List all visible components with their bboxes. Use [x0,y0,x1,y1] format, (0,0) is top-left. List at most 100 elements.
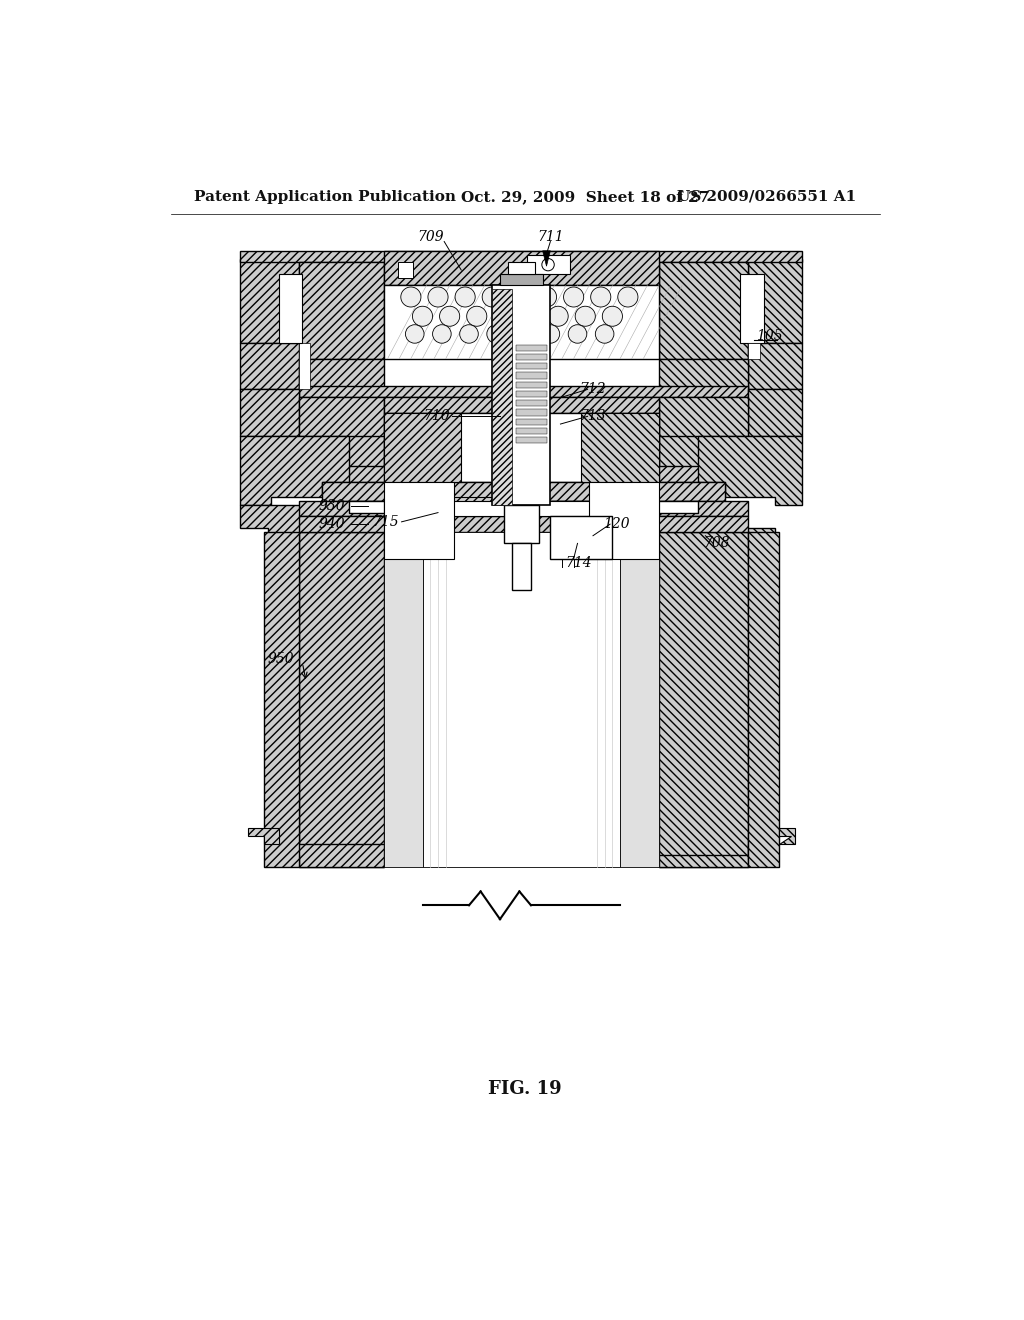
Text: Oct. 29, 2009  Sheet 18 of 27: Oct. 29, 2009 Sheet 18 of 27 [461,190,710,203]
Circle shape [494,306,514,326]
Polygon shape [322,482,725,502]
Polygon shape [299,516,748,532]
Polygon shape [280,275,302,343]
Polygon shape [550,516,612,558]
Polygon shape [241,506,322,558]
Circle shape [568,325,587,343]
Polygon shape [384,502,658,516]
Polygon shape [515,363,547,370]
Polygon shape [493,289,512,506]
Text: 713: 713 [580,409,606,424]
Polygon shape [299,263,384,359]
Text: US 2009/0266551 A1: US 2009/0266551 A1 [677,190,856,203]
Circle shape [521,306,541,326]
Text: 710: 710 [423,409,450,424]
Polygon shape [508,263,535,275]
Polygon shape [384,285,658,359]
Polygon shape [299,385,748,397]
Polygon shape [515,381,547,388]
Polygon shape [589,482,658,558]
Polygon shape [512,544,531,590]
Polygon shape [299,532,384,867]
Circle shape [400,286,421,308]
Polygon shape [384,412,461,482]
Polygon shape [248,829,280,843]
Polygon shape [582,412,658,482]
Polygon shape [658,532,748,867]
Polygon shape [299,502,748,516]
Circle shape [509,286,529,308]
Circle shape [595,325,614,343]
Polygon shape [515,428,547,434]
Polygon shape [299,466,748,482]
Polygon shape [515,372,547,379]
Polygon shape [493,285,550,506]
Polygon shape [263,532,299,867]
Polygon shape [779,829,795,843]
Polygon shape [384,532,423,867]
Polygon shape [349,502,697,512]
Polygon shape [515,345,547,351]
Polygon shape [543,251,550,267]
Polygon shape [241,389,299,436]
Polygon shape [658,397,748,482]
Polygon shape [658,359,748,389]
Circle shape [439,306,460,326]
Text: 950: 950 [268,652,295,665]
Circle shape [514,325,532,343]
Polygon shape [515,409,547,416]
Circle shape [455,286,475,308]
Polygon shape [527,255,569,275]
Polygon shape [748,343,760,359]
Text: 120: 120 [603,517,630,531]
Circle shape [542,259,554,271]
Polygon shape [500,275,543,285]
Polygon shape [384,397,658,412]
Circle shape [563,286,584,308]
Polygon shape [658,263,748,359]
Circle shape [467,306,486,326]
Text: 930: 930 [318,499,345,513]
Polygon shape [740,275,764,343]
Circle shape [617,286,638,308]
Polygon shape [241,343,299,389]
Polygon shape [658,843,756,867]
Polygon shape [384,482,454,558]
Polygon shape [515,418,547,425]
Polygon shape [299,343,310,389]
Polygon shape [725,506,775,558]
Polygon shape [697,436,802,506]
Polygon shape [748,532,779,867]
Polygon shape [280,843,384,867]
Text: Patent Application Publication: Patent Application Publication [194,190,456,203]
Polygon shape [299,359,384,389]
Polygon shape [384,498,493,544]
Text: 715: 715 [372,515,398,529]
Polygon shape [299,397,384,482]
Circle shape [428,286,449,308]
Circle shape [602,306,623,326]
Circle shape [591,286,611,308]
Text: FIG. 19: FIG. 19 [488,1080,561,1097]
Polygon shape [515,400,547,407]
Polygon shape [515,437,547,444]
Polygon shape [299,436,384,482]
Polygon shape [515,391,547,397]
Polygon shape [241,251,802,263]
Polygon shape [748,259,802,343]
Circle shape [413,306,432,326]
Text: 711: 711 [537,230,563,244]
Text: 708: 708 [703,536,730,550]
Polygon shape [384,412,658,482]
Text: 940: 940 [318,517,345,531]
Circle shape [482,286,503,308]
Polygon shape [423,532,621,867]
Circle shape [537,286,557,308]
Text: 714: 714 [565,556,592,570]
Polygon shape [658,436,748,482]
Polygon shape [241,436,349,506]
Polygon shape [504,506,539,544]
Circle shape [541,325,560,343]
Polygon shape [748,343,802,389]
Polygon shape [241,259,299,343]
